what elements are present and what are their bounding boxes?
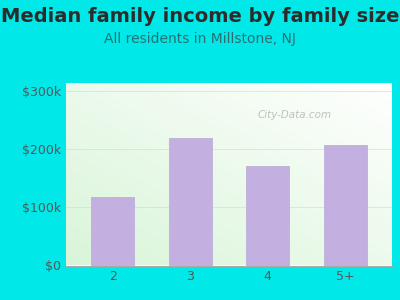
Bar: [169, 138, 212, 266]
Bar: [324, 145, 367, 266]
Text: All residents in Millstone, NJ: All residents in Millstone, NJ: [104, 32, 296, 46]
Text: City-Data.com: City-Data.com: [257, 110, 331, 120]
Text: Median family income by family size: Median family income by family size: [1, 8, 399, 26]
Bar: [246, 166, 289, 266]
Bar: [91, 197, 134, 266]
